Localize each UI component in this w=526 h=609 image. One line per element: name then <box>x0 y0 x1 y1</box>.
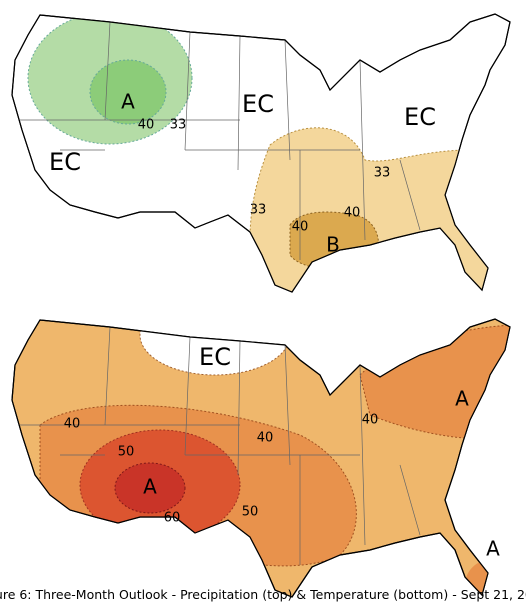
map-label: 33 <box>374 166 391 181</box>
wet-40 <box>89 59 167 125</box>
temperature-map: EC 40 40 50 40 A A 60 50 A <box>11 318 511 598</box>
map-label: A <box>486 537 500 561</box>
caption: Figure 6: Three-Month Outlook - Precipit… <box>0 587 526 602</box>
map-label: EC <box>404 103 436 131</box>
map-label: 50 <box>118 445 135 460</box>
map-label: 40 <box>64 417 81 432</box>
map-label: A <box>143 475 157 499</box>
map-label: EC <box>49 148 81 176</box>
map-label: EC <box>242 90 274 118</box>
map-label: A <box>455 387 469 411</box>
map-label: EC <box>199 343 231 371</box>
map-label: 33 <box>170 118 187 133</box>
precipitation-map: A 40 33 EC EC EC 33 33 40 B 40 <box>11 13 511 293</box>
state-lines <box>20 21 421 260</box>
state-lines <box>20 326 421 565</box>
map-label: 40 <box>292 220 309 235</box>
map-label: B <box>326 233 340 257</box>
map-label: 50 <box>242 505 259 520</box>
map-label: 40 <box>362 413 379 428</box>
map-label: 40 <box>344 206 361 221</box>
map-label: 40 <box>257 431 274 446</box>
map-label: 40 <box>138 118 155 133</box>
map-label: 33 <box>250 203 267 218</box>
map-label: 60 <box>164 511 181 526</box>
map-label: A <box>121 90 135 114</box>
warm-70 <box>114 462 186 514</box>
